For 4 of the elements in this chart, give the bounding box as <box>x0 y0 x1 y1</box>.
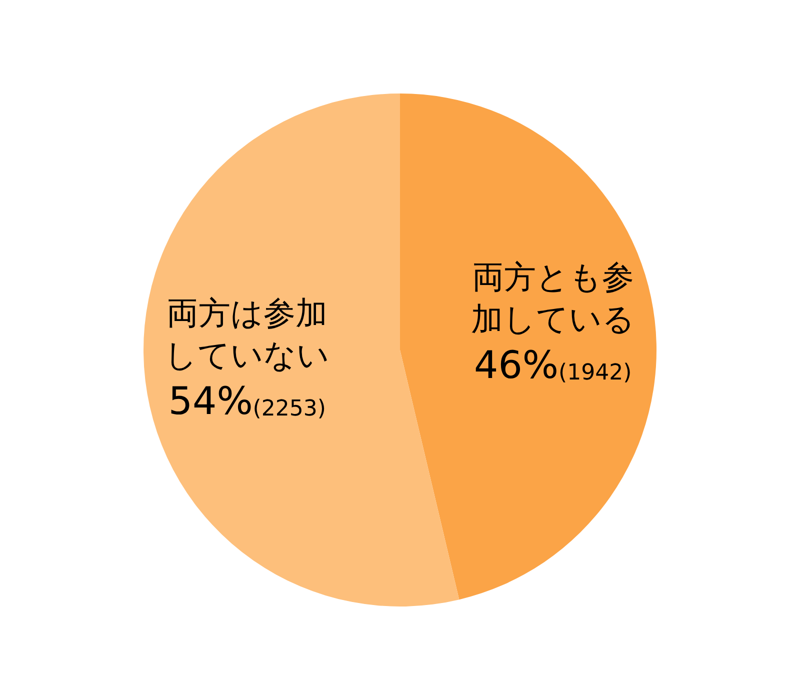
slice-label: 両方は参加していない <box>164 294 330 374</box>
data-label: 54%(2253) <box>168 378 326 423</box>
data-label: 46%(1942) <box>474 343 632 388</box>
slice-label: 両方とも参加している <box>470 258 635 338</box>
